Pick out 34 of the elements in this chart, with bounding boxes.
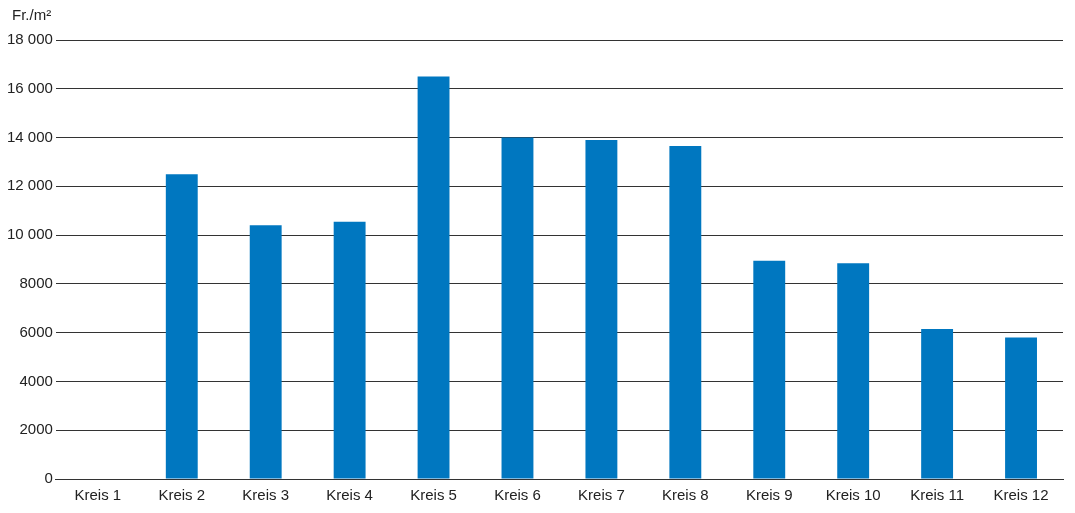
y-tick-label: 0 (44, 469, 53, 487)
x-tick-label: Kreis 5 (410, 486, 457, 504)
x-tick-label: Kreis 9 (745, 486, 793, 504)
y-tick-label: 10 000 (6, 225, 53, 243)
bar (165, 174, 198, 479)
bar (249, 225, 282, 479)
x-tick-label: Kreis 6 (494, 486, 541, 504)
y-axis-title: Fr./m² (12, 6, 52, 23)
x-tick-label: Kreis 2 (158, 486, 206, 504)
bar (1005, 337, 1037, 479)
x-tick-label: Kreis 3 (242, 486, 290, 504)
y-tick-label: 4000 (19, 371, 53, 389)
y-tick-label: 6000 (19, 322, 53, 340)
bar (921, 329, 954, 479)
bar (333, 221, 366, 479)
x-tick-label: Kreis 1 (74, 486, 122, 504)
bar (585, 139, 618, 479)
x-tick-label: Kreis 10 (825, 486, 881, 504)
y-tick-label: 16 000 (6, 78, 53, 96)
x-tick-label: Kreis 12 (993, 486, 1049, 504)
x-tick-label: Kreis 11 (910, 486, 965, 504)
bar (753, 260, 786, 479)
bar (669, 146, 702, 479)
y-tick-label: 8000 (19, 274, 53, 292)
x-tick-label: Kreis 7 (578, 486, 625, 504)
y-tick-label: 18 000 (6, 30, 53, 48)
y-tick-label: 12 000 (6, 176, 53, 194)
y-tick-label: 2000 (19, 420, 53, 438)
x-tick-label: Kreis 8 (661, 486, 709, 504)
x-tick-label: Kreis 4 (326, 486, 373, 504)
bar (501, 137, 534, 479)
bar (417, 76, 450, 479)
bar (837, 263, 870, 479)
y-tick-label: 14 000 (6, 127, 53, 145)
